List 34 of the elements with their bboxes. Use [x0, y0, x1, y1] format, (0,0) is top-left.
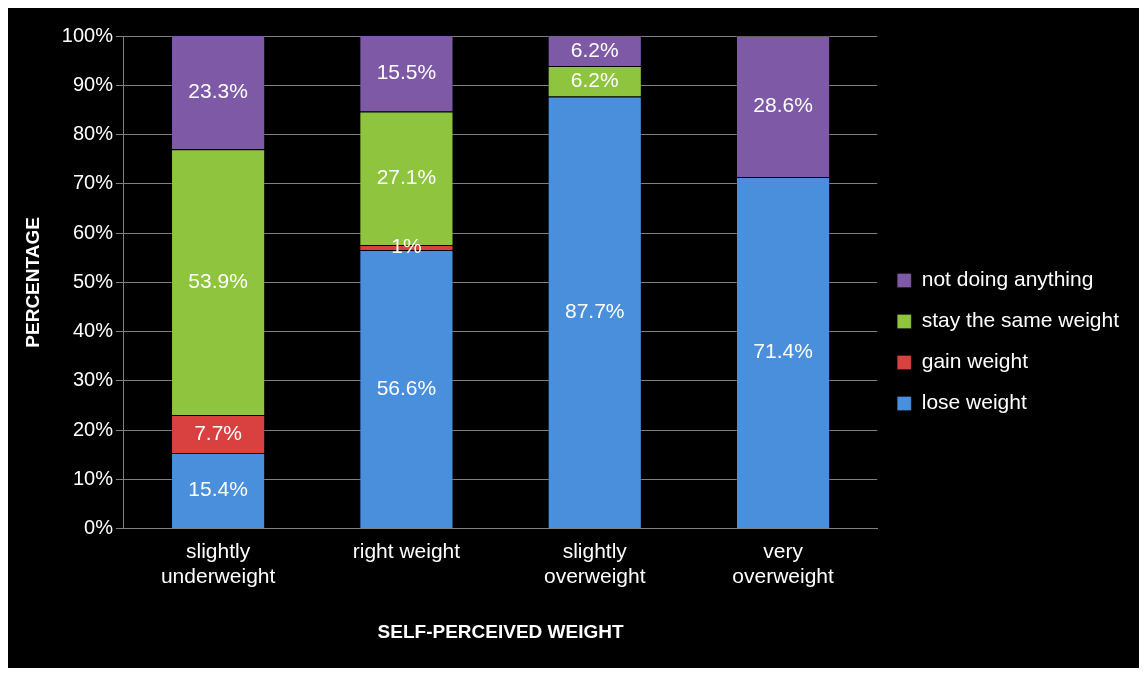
data-label: 15.5%	[376, 60, 437, 83]
y-tick-label: 80%	[72, 122, 114, 145]
data-label: 6.2%	[570, 37, 619, 61]
y-tick-label: 90%	[72, 72, 114, 95]
x-tick-label: very overweight	[732, 539, 835, 588]
x-tick-label: slightly overweight	[543, 539, 646, 588]
legend-label: stay the same weight	[921, 308, 1120, 332]
legend-label: gain weight	[921, 349, 1029, 373]
data-label: 53.9%	[188, 268, 248, 292]
data-label: 7.7%	[194, 420, 243, 444]
legend-label: lose weight	[921, 390, 1027, 414]
y-tick-label: 40%	[72, 319, 114, 342]
y-tick-label: 100%	[61, 23, 114, 46]
y-tick-label: 30%	[72, 368, 114, 391]
data-label: 56.6%	[376, 375, 437, 399]
y-tick-label: 10%	[72, 467, 114, 490]
x-axis-title: SELF-PERCEIVED WEIGHT	[377, 620, 624, 642]
data-label: 1%	[391, 234, 422, 258]
y-tick-label: 70%	[72, 171, 114, 194]
y-tick-label: 60%	[72, 220, 114, 243]
data-label: 28.6%	[753, 93, 813, 117]
y-axis-title: PERCENTAGE	[21, 217, 43, 348]
data-label: 15.4%	[188, 477, 248, 501]
legend-label: not doing anything	[921, 267, 1094, 291]
y-tick-label: 20%	[72, 417, 114, 440]
x-tick-label: slightly underweight	[160, 539, 276, 588]
y-tick-label: 50%	[72, 269, 114, 292]
y-tick-label: 0%	[84, 516, 114, 539]
x-tick-label: right weight	[352, 539, 461, 563]
data-label: 6.2%	[570, 68, 619, 92]
data-label: 87.7%	[564, 299, 625, 323]
data-label: 27.1%	[376, 164, 437, 188]
data-label: 23.3%	[188, 78, 248, 102]
data-label: 71.4%	[753, 339, 813, 363]
